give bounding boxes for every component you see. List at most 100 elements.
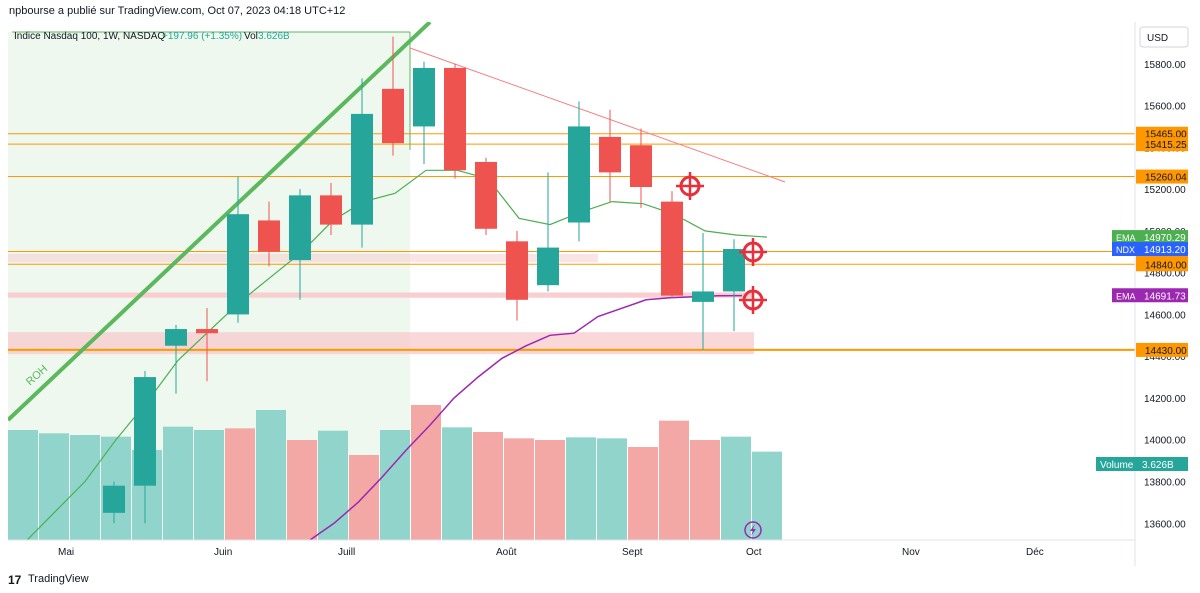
price-level-tag-label: 14430.00: [1145, 346, 1187, 357]
x-tick-label: Juin: [214, 547, 232, 558]
y-tick-label: 13800.00: [1144, 478, 1186, 489]
candle-body: [134, 377, 156, 486]
currency-label: USD: [1147, 33, 1168, 44]
x-tick-label: Août: [496, 547, 517, 558]
y-tick-label: 14000.00: [1144, 436, 1186, 447]
marker-tag: [1112, 288, 1188, 303]
price-level-tag: [1136, 342, 1188, 357]
volume-bar: [349, 455, 379, 540]
rising-trendline: [8, 22, 432, 422]
candle-body: [506, 241, 528, 300]
candle-body: [351, 113, 373, 225]
x-tick-label: Nov: [902, 547, 920, 558]
candle-body: [413, 67, 435, 127]
candle-body: [661, 201, 683, 296]
legend-volume-value: 3.626B: [258, 31, 290, 42]
marker-value: 14970.29: [1144, 233, 1186, 244]
price-level-tag: [1136, 169, 1188, 184]
volume-bar: [659, 420, 689, 540]
price-level-tag: [1136, 137, 1188, 152]
currency-button: [1139, 26, 1189, 48]
candle-body: [196, 329, 218, 334]
candle-body: [258, 220, 280, 252]
crosshair-target-icon: [676, 172, 704, 200]
footer: 17 TradingView: [0, 566, 1200, 593]
crosshair-target-icon: [739, 286, 767, 314]
publisher-text: npbourse a publié sur TradingView.com, O…: [9, 5, 346, 17]
crosshair-target-icon: [739, 238, 767, 266]
volume-bar: [566, 437, 596, 540]
volume-bar: [628, 447, 658, 540]
lightning-icon: [744, 521, 762, 539]
candle-body: [444, 67, 466, 171]
y-tick-label: 15200.00: [1144, 185, 1186, 196]
x-tick-label: Déc: [1026, 547, 1044, 558]
ema-purple-line: [309, 294, 743, 540]
x-tick-label: Juill: [338, 547, 355, 558]
volume-bar: [70, 435, 100, 540]
falling-trendline: [409, 47, 786, 183]
price-level-tag: [1136, 257, 1188, 272]
volume-tag: [1096, 457, 1188, 471]
y-tick-label: 15600.00: [1144, 102, 1186, 113]
volume-bar: [721, 436, 751, 540]
legend-volume-label: Vol: [244, 31, 258, 42]
x-tick-label: Oct: [746, 547, 762, 558]
candle-body: [599, 136, 621, 173]
volume-bar: [535, 440, 565, 540]
volume-bar: [690, 440, 720, 540]
volume-bar: [597, 438, 627, 540]
candle-body: [630, 145, 652, 188]
price-level-tag-label: 15260.04: [1145, 173, 1187, 184]
x-tick-label: Mai: [58, 547, 74, 558]
ema-zone: [8, 292, 754, 298]
y-tick-label: 14200.00: [1144, 394, 1186, 405]
publisher-header: npbourse a publié sur TradingView.com, O…: [0, 0, 1200, 22]
volume-bar: [163, 426, 193, 540]
volume-bar: [504, 438, 534, 540]
candle-body: [475, 161, 497, 229]
tradingview-logo-icon[interactable]: 17: [8, 573, 22, 587]
candle-body: [692, 291, 714, 302]
y-tick-label: 15800.00: [1144, 60, 1186, 71]
plot-area: ROH: [8, 22, 1135, 540]
volume-bar: [194, 430, 224, 540]
volume-tag-name: Volume: [1100, 460, 1134, 471]
y-tick-label: 13600.00: [1144, 519, 1186, 530]
price-level-tag-label: 14840.00: [1145, 260, 1187, 271]
candle-body: [723, 249, 745, 292]
volume-bar: [442, 427, 472, 540]
candle-body: [103, 485, 125, 513]
y-tick-label: 14400.00: [1144, 352, 1186, 363]
candle-body: [537, 247, 559, 286]
support-zone: [8, 332, 754, 355]
price-level-tag-label: 15465.00: [1145, 130, 1187, 141]
candle-body: [165, 329, 187, 346]
y-tick-label: 14800.00: [1144, 269, 1186, 280]
candle-body: [227, 214, 249, 315]
volume-bar: [287, 440, 317, 540]
lightning-circle: [744, 521, 762, 539]
volume-bar: [225, 428, 255, 540]
volume-bar: [380, 430, 410, 540]
volume-tag-value: 3.626B: [1142, 460, 1174, 471]
marker-value: 14691.73: [1144, 291, 1186, 302]
marker-name: EMA: [1116, 233, 1136, 243]
price-level-tag-label: 15415.25: [1145, 140, 1187, 151]
candle-body: [382, 88, 404, 144]
tradingview-brand[interactable]: TradingView: [28, 573, 89, 585]
volume-bar: [473, 432, 503, 540]
candle-body: [289, 195, 311, 261]
marker-tag: [1112, 242, 1188, 257]
marker-tag: [1112, 230, 1188, 245]
volume-bar: [8, 430, 38, 540]
lightning-bolt: [750, 524, 756, 536]
volume-bar: [256, 410, 286, 540]
marker-name: NDX: [1116, 245, 1135, 255]
candle-body: [568, 126, 590, 223]
volume-bar: [411, 405, 441, 540]
volume-bar: [318, 430, 348, 540]
legend-change: +197.96 (+1.35%): [162, 31, 242, 42]
x-tick-label: Sept: [622, 547, 643, 558]
